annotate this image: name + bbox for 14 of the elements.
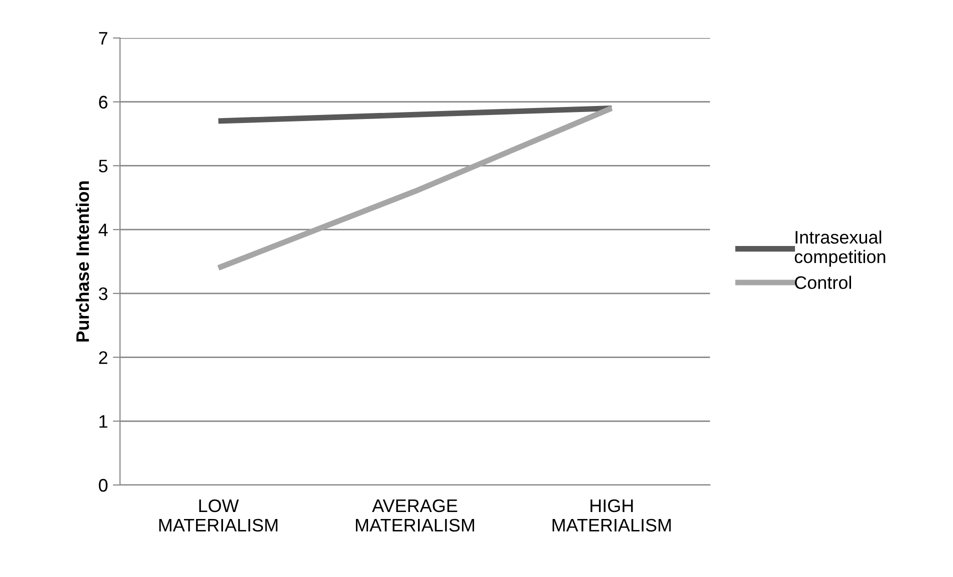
x-tick-label: HIGH MATERIALISM [552,499,671,532]
legend-label: Control [794,276,852,289]
y-tick-label: 1 [100,415,108,428]
legend-label: Intrasexual competition [794,230,886,267]
y-tick-label: 5 [98,160,108,172]
y-tick-label: 2 [99,351,108,364]
y-tick-label: 3 [98,287,108,300]
y-axis-title: Purchase Intention [76,181,90,342]
y-tick-label: 4 [98,224,108,236]
x-tick-label: AVERAGE MATERIALISM [356,499,474,532]
y-tick-label: 0 [98,478,108,492]
y-tick-label: 7 [99,32,108,45]
x-tick-label: LOW MATERIALISM [159,499,278,532]
y-tick-label: 6 [99,96,108,109]
